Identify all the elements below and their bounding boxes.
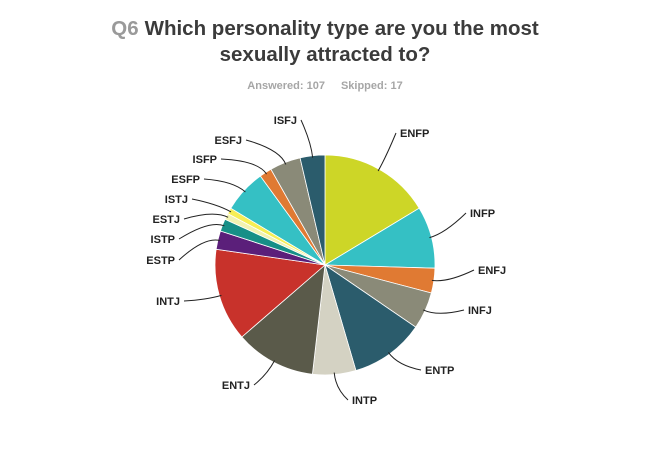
slice-label-intj: INTJ [156,296,180,308]
leader-line-isfj [300,119,314,158]
leader-line-esfp [203,178,246,193]
question-title: Q6 Which personality type are you the mos… [0,16,650,68]
leader-line-estp [178,239,220,261]
leader-line-entj [253,360,276,386]
slice-label-entp: ENTP [425,365,454,377]
slice-label-estj: ESTJ [152,214,180,226]
leader-line-intp [333,372,349,401]
response-stats: Answered: 107 Skipped: 17 [0,80,650,92]
slice-label-intp: INTP [352,395,377,407]
slice-label-entj: ENTJ [222,380,250,392]
skipped-count: Skipped: 17 [340,80,403,92]
leader-line-intj [183,294,222,302]
slice-label-istj: ISTJ [165,194,188,206]
leader-line-entp [387,352,422,371]
slice-label-enfp: ENFP [400,128,429,140]
answered-count: Answered: 107 [247,80,325,92]
title-line-2: sexually attracted to? [219,43,431,66]
leader-line-isfp [220,158,268,175]
slice-label-isfj: ISFJ [274,115,297,127]
leader-line-infp [429,212,467,239]
leader-line-estj [183,213,229,220]
slice-label-enfj: ENFJ [478,265,506,277]
leader-line-istj [191,198,232,213]
leader-line-enfp [377,132,397,172]
slice-label-infp: INFP [470,208,495,220]
slice-label-infj: INFJ [468,305,492,317]
leader-line-esfj [245,139,287,165]
slice-label-istp: ISTP [151,234,175,246]
leader-line-enfj [431,269,475,282]
slice-label-isfp: ISFP [193,154,217,166]
question-number: Q6 [111,17,139,40]
leader-line-istp [178,223,225,240]
slice-label-esfp: ESFP [171,174,200,186]
title-line-1: Which personality type are you the most [144,17,539,40]
slice-label-esfj: ESFJ [214,135,242,147]
slice-label-estp: ESTP [146,255,175,267]
leader-line-infj [422,309,465,314]
